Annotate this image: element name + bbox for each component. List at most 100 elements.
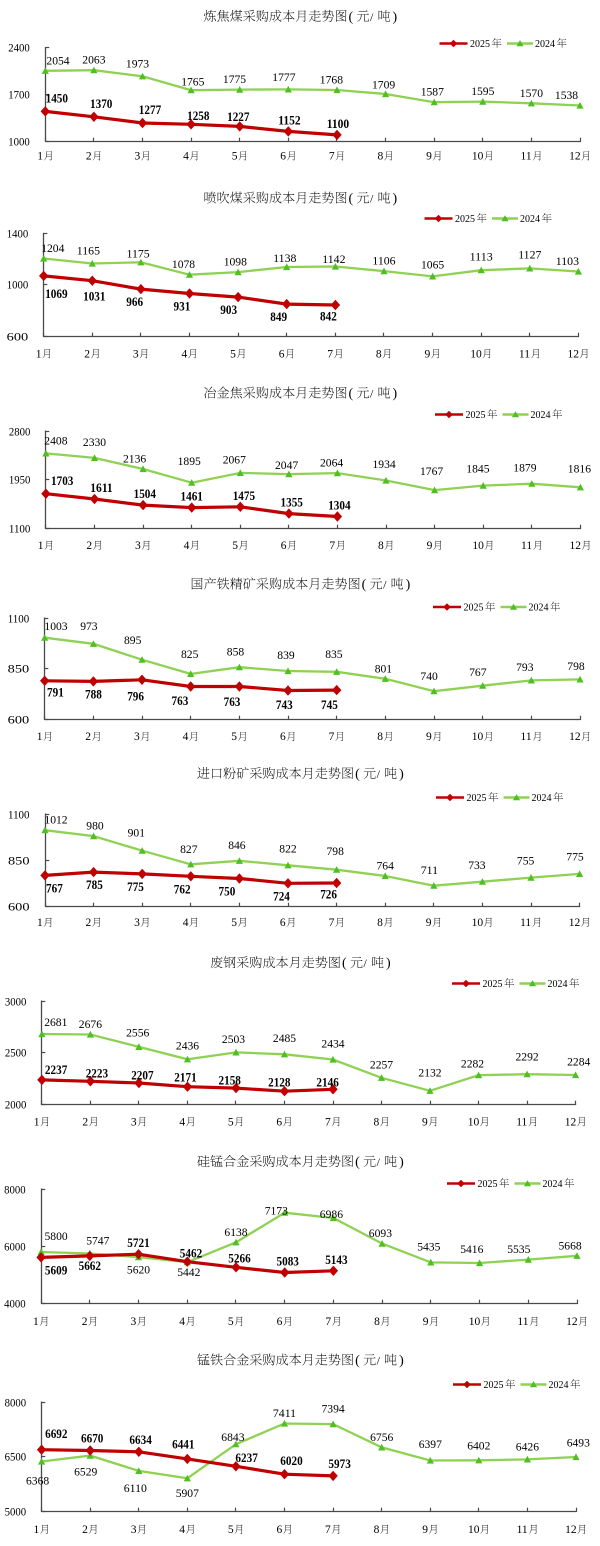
- svg-text:1138: 1138: [273, 251, 296, 265]
- svg-text:6441: 6441: [172, 1438, 194, 1452]
- svg-text:931: 931: [174, 300, 191, 314]
- svg-text:): ): [399, 1155, 404, 1170]
- svg-text:750: 750: [219, 885, 236, 899]
- svg-text:9: 9: [423, 1316, 429, 1328]
- svg-text:4: 4: [182, 349, 188, 361]
- svg-text:1227: 1227: [227, 110, 249, 124]
- svg-text:775: 775: [566, 849, 583, 863]
- svg-text:7: 7: [329, 917, 335, 929]
- svg-text:973: 973: [80, 619, 97, 633]
- svg-text:724: 724: [273, 889, 290, 903]
- svg-text:11: 11: [521, 540, 532, 552]
- svg-text:10: 10: [472, 917, 484, 929]
- svg-text:1100: 1100: [327, 117, 349, 131]
- svg-text:/: /: [364, 956, 368, 970]
- svg-text:1000: 1000: [8, 137, 30, 149]
- svg-text:849: 849: [270, 310, 287, 324]
- svg-text:2128: 2128: [268, 1075, 290, 1089]
- svg-text:850: 850: [8, 664, 30, 676]
- svg-text:966: 966: [126, 295, 143, 309]
- svg-text:5442: 5442: [177, 1265, 200, 1279]
- svg-text:1: 1: [36, 349, 42, 361]
- svg-text:1100: 1100: [9, 524, 31, 536]
- svg-text:2024: 2024: [535, 39, 556, 50]
- svg-text:/: /: [370, 387, 374, 401]
- svg-text:2: 2: [85, 731, 91, 743]
- svg-text:788: 788: [85, 687, 102, 701]
- svg-text:1767: 1767: [420, 464, 443, 478]
- svg-text:980: 980: [86, 819, 103, 833]
- svg-text:835: 835: [325, 647, 342, 661]
- svg-text:2434: 2434: [321, 1037, 344, 1051]
- svg-text:726: 726: [320, 887, 337, 901]
- svg-text:5662: 5662: [79, 1259, 101, 1273]
- svg-text:1450: 1450: [46, 92, 68, 106]
- svg-text:2: 2: [86, 151, 92, 163]
- svg-text:2025: 2025: [470, 39, 490, 50]
- svg-text:6986: 6986: [320, 1207, 343, 1221]
- svg-text:2681: 2681: [44, 1015, 67, 1029]
- svg-text:6: 6: [281, 540, 287, 552]
- svg-text:2063: 2063: [82, 53, 105, 67]
- svg-text:6493: 6493: [567, 1436, 590, 1450]
- svg-text:1538: 1538: [555, 88, 578, 102]
- svg-text:2054: 2054: [46, 53, 69, 67]
- svg-text:): ): [393, 192, 398, 207]
- svg-text:745: 745: [321, 698, 338, 712]
- svg-text:6020: 6020: [280, 1454, 302, 1468]
- svg-text:12: 12: [565, 1524, 577, 1536]
- svg-text:5609: 5609: [45, 1263, 67, 1277]
- svg-text:1950: 1950: [9, 475, 31, 487]
- svg-text:7: 7: [329, 540, 335, 552]
- svg-text:): ): [386, 956, 391, 971]
- svg-text:743: 743: [276, 698, 293, 712]
- svg-text:1845: 1845: [466, 462, 489, 476]
- svg-text:827: 827: [180, 842, 197, 856]
- svg-text:2024: 2024: [548, 979, 569, 990]
- svg-text:4: 4: [179, 1117, 185, 1129]
- svg-text:1973: 1973: [126, 56, 149, 70]
- svg-text:3: 3: [135, 151, 141, 163]
- svg-text:2223: 2223: [86, 1066, 108, 1080]
- svg-text:796: 796: [127, 689, 144, 703]
- svg-text:1069: 1069: [45, 287, 67, 301]
- svg-text:1: 1: [37, 917, 43, 929]
- svg-text:2024: 2024: [543, 1179, 564, 1190]
- svg-text:2025: 2025: [464, 603, 484, 614]
- svg-text:(: (: [355, 767, 360, 782]
- svg-text:767: 767: [469, 665, 486, 679]
- svg-text:1258: 1258: [187, 109, 209, 123]
- svg-text:7: 7: [327, 349, 333, 361]
- svg-text:8: 8: [378, 151, 384, 163]
- svg-text:6: 6: [280, 151, 286, 163]
- svg-text:6237: 6237: [235, 1451, 257, 1465]
- svg-text:1611: 1611: [90, 481, 112, 495]
- svg-text:5620: 5620: [127, 1263, 150, 1277]
- svg-text:3: 3: [134, 917, 140, 929]
- svg-text:2: 2: [82, 1524, 88, 1536]
- svg-text:762: 762: [174, 882, 191, 896]
- svg-text:5435: 5435: [417, 1240, 440, 1254]
- svg-text:5668: 5668: [559, 1238, 582, 1252]
- svg-text:2400: 2400: [8, 43, 30, 55]
- svg-text:2556: 2556: [126, 1026, 149, 1040]
- svg-text:785: 785: [86, 878, 103, 892]
- svg-text:1768: 1768: [320, 73, 343, 87]
- svg-text:2282: 2282: [461, 1056, 484, 1070]
- svg-text:5266: 5266: [228, 1252, 250, 1266]
- svg-text:2025: 2025: [466, 410, 486, 421]
- svg-text:2257: 2257: [370, 1057, 393, 1071]
- svg-text:2800: 2800: [9, 427, 31, 439]
- svg-text:850: 850: [8, 856, 30, 868]
- svg-text:(: (: [342, 956, 347, 971]
- svg-text:11: 11: [517, 1316, 528, 1328]
- svg-text:5973: 5973: [328, 1457, 350, 1471]
- svg-text:825: 825: [181, 647, 198, 661]
- svg-text:5: 5: [228, 1524, 234, 1536]
- svg-text:/: /: [377, 767, 381, 781]
- svg-text:9: 9: [426, 151, 432, 163]
- svg-text:8: 8: [374, 1524, 380, 1536]
- svg-text:7: 7: [325, 1117, 331, 1129]
- svg-text:5747: 5747: [86, 1234, 109, 1248]
- svg-text:1: 1: [34, 1524, 40, 1536]
